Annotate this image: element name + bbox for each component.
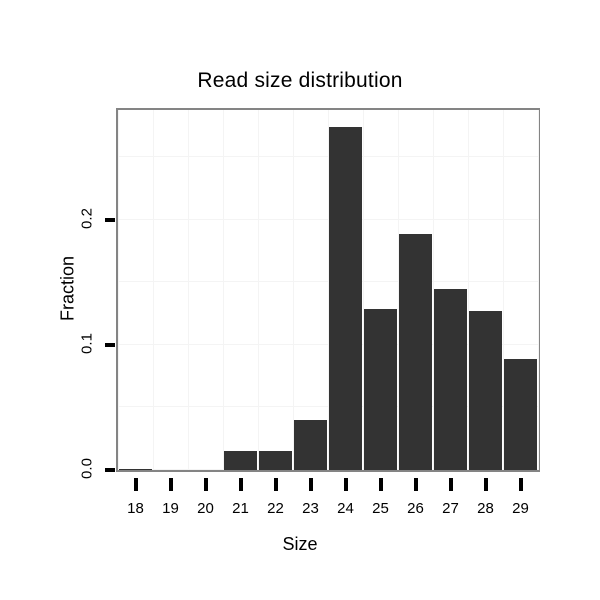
x-axis-tick xyxy=(273,478,278,491)
x-axis-tick-label: 28 xyxy=(477,500,494,517)
plot-panel xyxy=(116,108,540,472)
x-axis-tick-label: 24 xyxy=(337,500,354,517)
x-axis-tick-label: 29 xyxy=(512,500,529,517)
bar xyxy=(504,358,537,470)
gridline-vertical xyxy=(293,110,294,470)
x-axis-tick-label: 23 xyxy=(302,500,319,517)
y-axis-tick xyxy=(105,217,115,222)
y-axis-tick-label: 0.0 xyxy=(78,458,96,479)
plot-area xyxy=(118,110,539,470)
x-axis-tick-label: 26 xyxy=(407,500,424,517)
y-axis-tick-label: 0.2 xyxy=(78,207,96,229)
bar xyxy=(434,288,467,470)
x-axis-tick xyxy=(483,478,488,491)
x-axis-tick xyxy=(133,478,138,491)
bar xyxy=(294,419,327,470)
x-axis-tick xyxy=(308,478,313,491)
gridline-horizontal xyxy=(118,156,538,158)
bar xyxy=(224,451,257,470)
x-axis-tick xyxy=(378,478,383,491)
bar xyxy=(469,311,502,470)
gridline-vertical xyxy=(188,110,189,470)
bar xyxy=(259,451,292,470)
x-axis-tick xyxy=(343,478,348,491)
y-axis-label: Fraction xyxy=(57,255,78,322)
x-axis-tick xyxy=(518,478,523,491)
gridline-vertical xyxy=(223,110,224,470)
gridline-vertical xyxy=(258,110,259,470)
gridline-horizontal xyxy=(118,218,538,220)
gridline-vertical xyxy=(433,110,434,470)
bar xyxy=(364,308,397,470)
gridline-vertical xyxy=(363,110,364,470)
x-axis-tick-label: 19 xyxy=(162,500,179,517)
bar xyxy=(119,468,152,470)
x-axis-tick-label: 27 xyxy=(442,500,459,517)
gridline-horizontal xyxy=(118,343,538,345)
x-axis-tick xyxy=(413,478,418,491)
gridline-vertical xyxy=(328,110,329,470)
x-axis-tick-label: 20 xyxy=(197,500,214,517)
chart-title: Read size distribution xyxy=(197,69,403,92)
x-axis-tick xyxy=(168,478,173,491)
gridline-vertical xyxy=(398,110,399,470)
x-axis-label: Size xyxy=(282,534,318,554)
x-axis-tick-label: 21 xyxy=(232,500,249,517)
x-axis-tick-label: 18 xyxy=(127,500,144,517)
y-axis-tick-label: 0.1 xyxy=(78,333,96,354)
x-axis-tick xyxy=(448,478,453,491)
gridline-vertical xyxy=(468,110,469,470)
x-axis-tick xyxy=(238,478,243,491)
bar xyxy=(399,233,432,470)
x-axis-tick xyxy=(203,478,208,491)
gridline-horizontal xyxy=(118,406,538,408)
gridline-vertical xyxy=(118,110,119,470)
gridline-horizontal xyxy=(118,469,538,470)
y-axis-tick xyxy=(105,342,115,347)
gridline-horizontal xyxy=(118,281,538,283)
x-axis-tick-label: 25 xyxy=(372,500,389,517)
x-axis-tick-label: 22 xyxy=(267,500,284,517)
gridline-vertical xyxy=(503,110,504,470)
y-axis-tick xyxy=(105,468,115,472)
gridline-vertical xyxy=(538,110,539,470)
bar xyxy=(329,127,362,470)
gridline-vertical xyxy=(153,110,154,470)
